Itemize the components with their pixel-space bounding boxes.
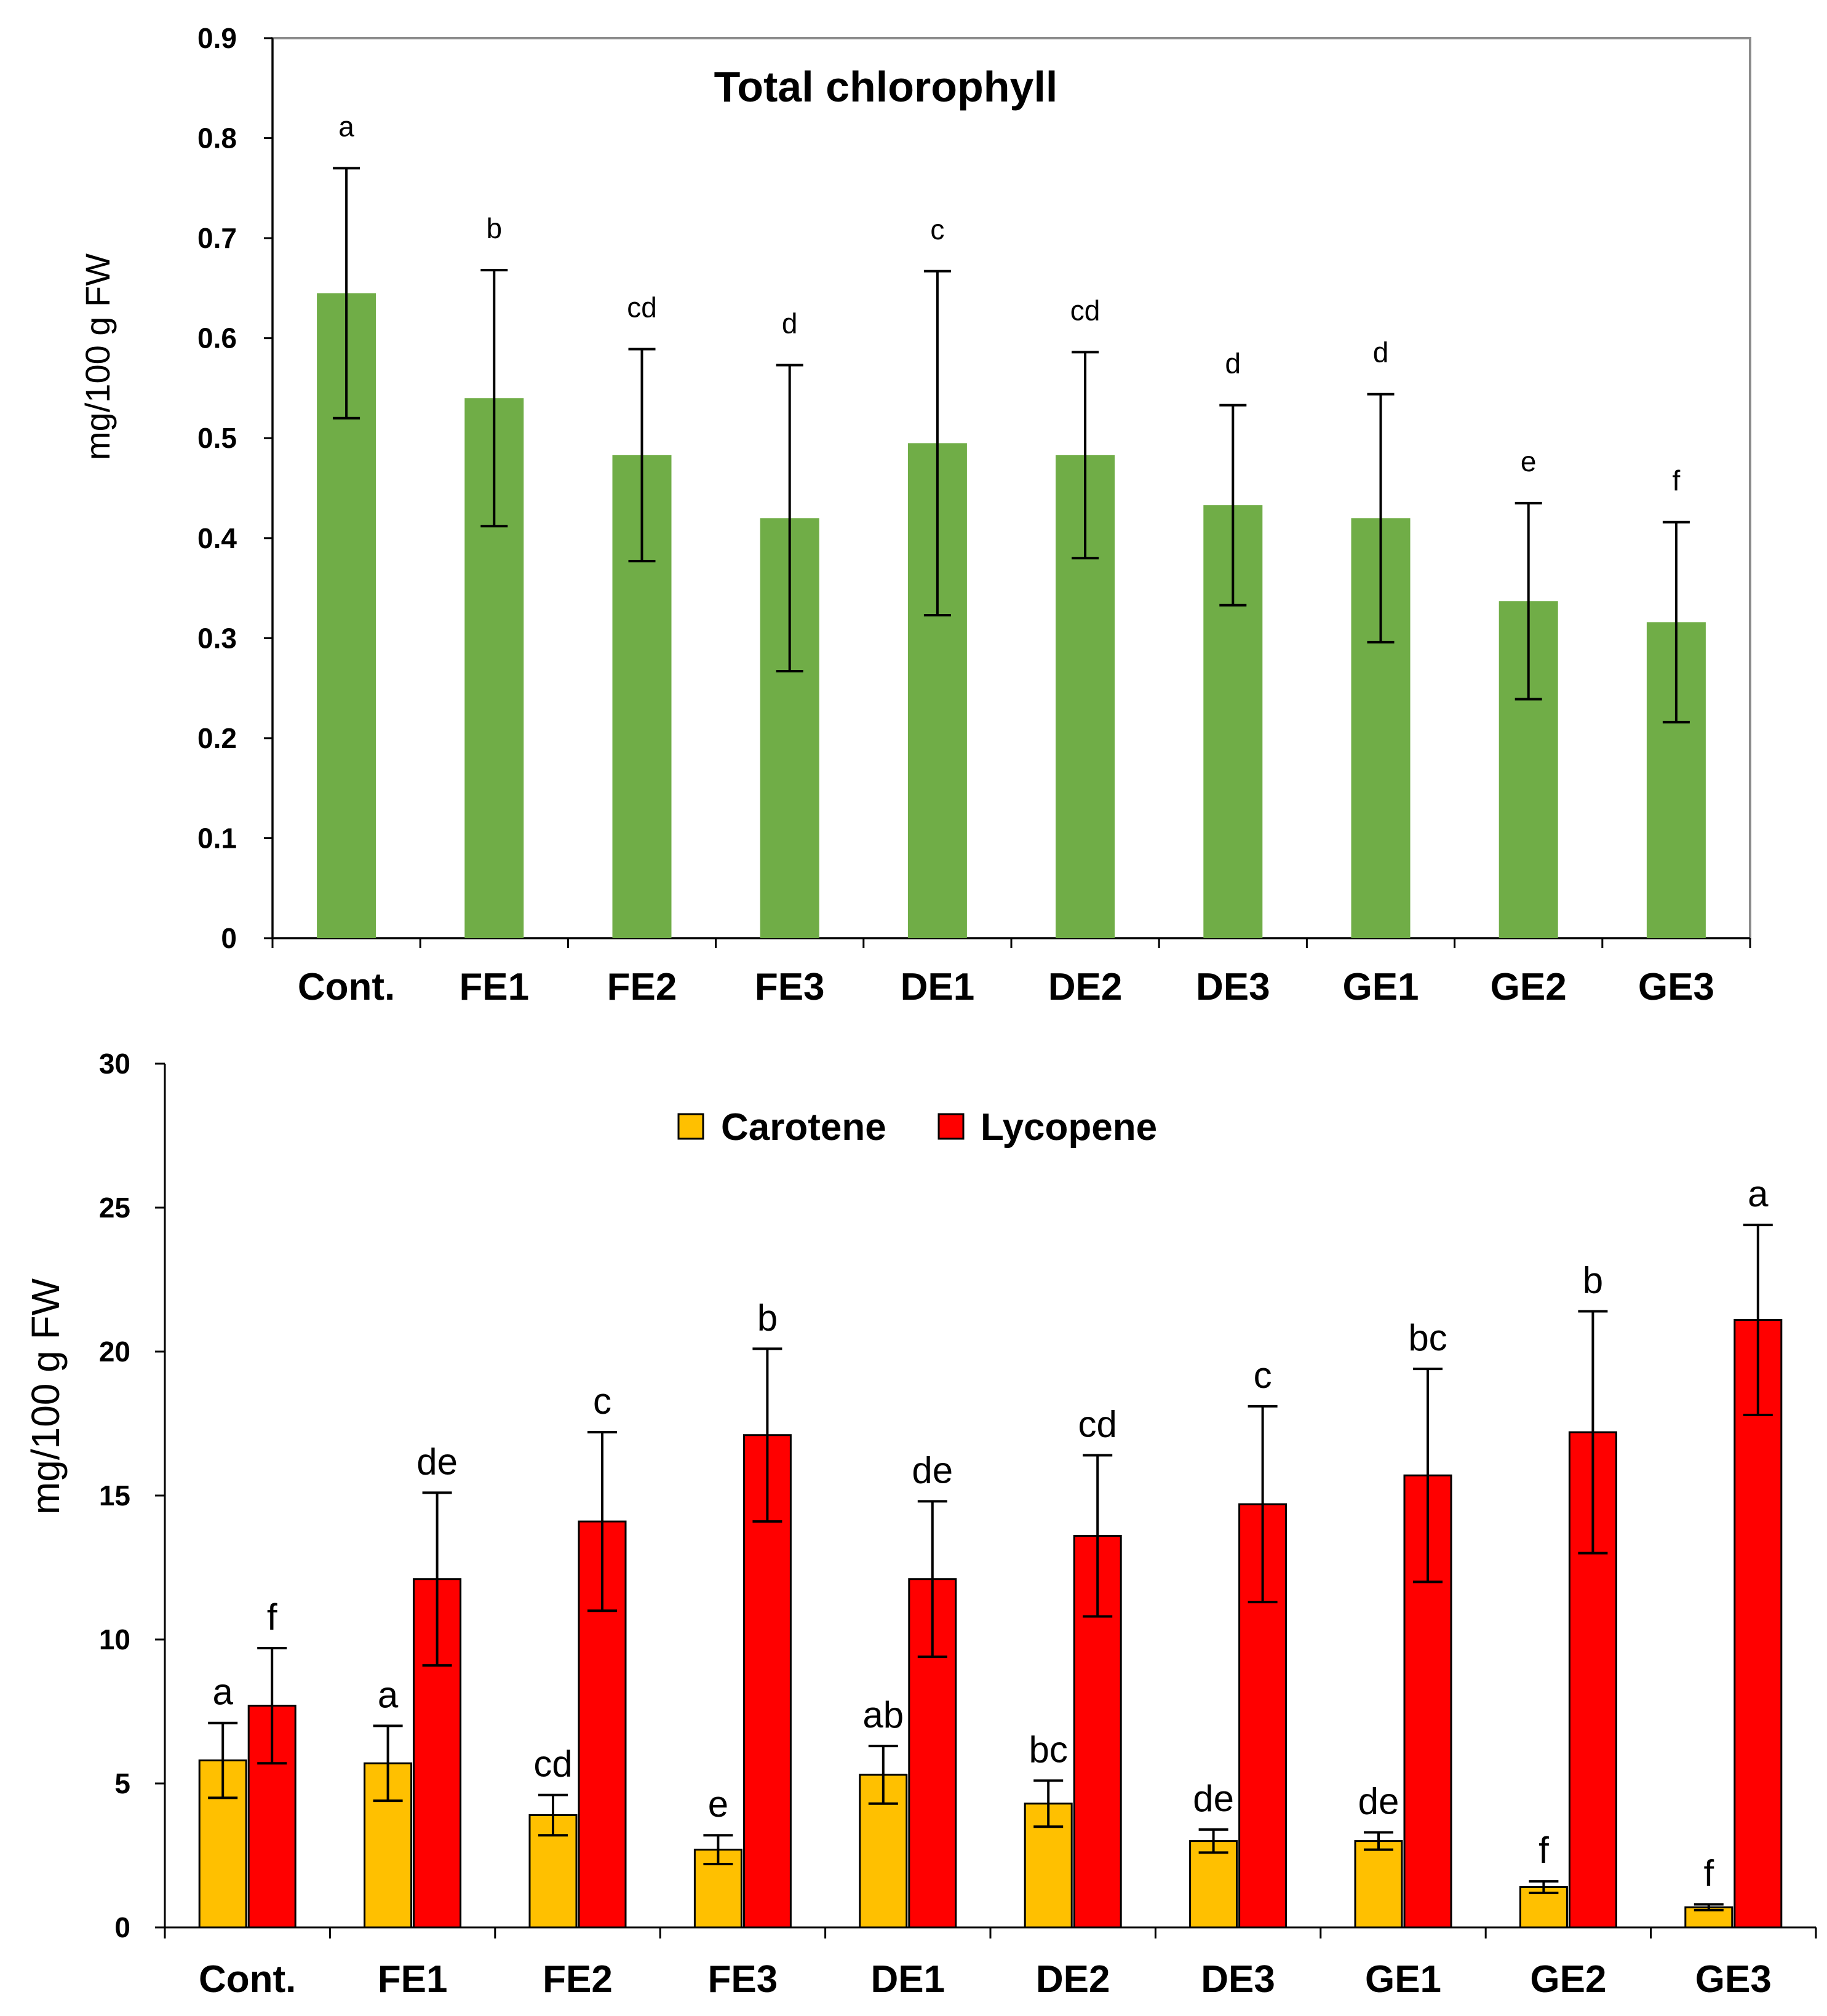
lycopene-significance-letter: f (267, 1596, 277, 1638)
carotene-significance-letter: f (1538, 1830, 1549, 1871)
chart1-y-tick-label: 0 (221, 922, 237, 954)
chart1-y-tick-label: 0.4 (197, 522, 237, 554)
legend-label-carotene: Carotene (721, 1106, 886, 1149)
chart1-y-tick-label: 0.9 (197, 22, 237, 54)
chart1-y-tick-label: 0.2 (197, 722, 237, 754)
chart1-y-tick-label: 0.6 (197, 322, 237, 354)
lycopene-bar (1733, 1319, 1783, 1929)
carotene-significance-letter: a (378, 1674, 399, 1715)
lycopene-significance-letter: b (757, 1297, 778, 1338)
carotene-significance-letter: cd (533, 1743, 572, 1785)
chart2-x-tick-label: FE2 (543, 1958, 613, 2001)
chart2-x-tick-label: DE2 (1036, 1958, 1110, 2001)
chart1-y-tick-label: 0.7 (197, 222, 237, 254)
carotene-significance-letter: bc (1029, 1729, 1068, 1770)
chart1-significance-letter: b (487, 212, 503, 244)
chart2-x-tick-label: Cont. (199, 1958, 296, 2001)
legend-label-lycopene: Lycopene (981, 1106, 1157, 1149)
carotene-significance-letter: de (1193, 1778, 1234, 1819)
carotene-significance-letter: ab (862, 1694, 904, 1735)
lycopene-significance-letter: c (1254, 1355, 1272, 1396)
chart2-x-tick-label: FE3 (708, 1958, 778, 2001)
chart1-significance-letter: a (338, 110, 354, 142)
chart2-legend: Carotene Lycopene (677, 1106, 1157, 1149)
lycopene-significance-letter: de (912, 1449, 953, 1491)
legend-swatch-carotene (677, 1113, 704, 1140)
chart1-axes: 0 0.1 0.2 0.3 0.4 0.5 0.6 0.7 0.8 0.9 Cont. FE1 FE2 F… (197, 22, 1751, 1008)
chart1-x-tick-label: Cont. (298, 966, 395, 1008)
chart1-significance-letter: c (930, 213, 944, 245)
chart2-y-tick-label: 10 (99, 1624, 130, 1655)
chart2-y-tick-label: 0 (114, 1911, 130, 1943)
chart2-x-tick-label: GE1 (1365, 1958, 1441, 2001)
chart1-significance-letter: d (1225, 348, 1241, 380)
chart1-significance-letter: e (1521, 445, 1537, 477)
chart1-x-tick-label: GE1 (1342, 966, 1419, 1008)
lycopene-significance-letter: b (1583, 1259, 1603, 1301)
chart1-y-tick-label: 0.3 (197, 622, 237, 654)
lycopene-significance-letter: de (416, 1441, 458, 1482)
chart2-x-tick-label: DE1 (870, 1958, 945, 2001)
chart1-y-axis-label: mg/100 g FW (78, 253, 117, 460)
chart2-axes: 0 5 10 15 20 25 30 Cont. FE1 FE2 FE3 DE1 DE2 DE3 GE1 GE… (99, 1048, 1817, 2001)
carotene-significance-letter: a (213, 1671, 234, 1713)
chart2-x-tick-label: FE1 (378, 1958, 448, 2001)
chart1-bars: a b cd d c cd d d e f (317, 110, 1706, 939)
chart2-x-tick-label: DE3 (1201, 1958, 1275, 2001)
chart2-y-tick-label: 30 (99, 1048, 130, 1080)
chart2-y-tick-label: 25 (99, 1192, 130, 1224)
carotene-significance-letter: e (708, 1783, 728, 1825)
chart1-significance-letter: d (1373, 337, 1389, 369)
chart1-x-tick-label: DE1 (901, 966, 975, 1008)
chart2-y-tick-label: 15 (99, 1480, 130, 1512)
chart1-x-tick-label: DE2 (1048, 966, 1123, 1008)
chart-total-chlorophyll: Total chlorophyll mg/100 g FW 0 0.1 0.2 0.3… (78, 22, 1751, 1008)
chart2-x-tick-label: GE2 (1530, 1958, 1606, 2001)
chart1-x-tick-label: GE2 (1491, 966, 1567, 1008)
chart1-x-tick-label: FE1 (459, 966, 529, 1008)
chart2-y-axis-label: mg/100 g FW (23, 1278, 68, 1515)
chart1-x-tick-label: GE3 (1638, 966, 1714, 1008)
carotene-bar (1189, 1840, 1238, 1929)
chart1-significance-letter: f (1673, 464, 1681, 496)
chart1-title: Total chlorophyll (714, 63, 1058, 111)
chart1-y-tick-label: 0.8 (197, 122, 237, 154)
lycopene-significance-letter: a (1748, 1173, 1769, 1214)
lycopene-significance-letter: c (593, 1381, 611, 1422)
chart-carotene-lycopene: 0 5 10 15 20 25 30 Cont. FE1 FE2 FE3 DE1 DE2 DE3 GE1 GE… (23, 1048, 1817, 2001)
chart1-significance-letter: d (782, 308, 798, 340)
chart2-y-tick-label: 5 (114, 1767, 130, 1799)
chart1-x-tick-label: FE2 (607, 966, 677, 1008)
carotene-significance-letter: f (1703, 1853, 1714, 1894)
lycopene-significance-letter: bc (1408, 1317, 1447, 1358)
lycopene-significance-letter: cd (1078, 1403, 1117, 1444)
chart1-significance-letter: cd (627, 292, 657, 324)
chart1-y-tick-label: 0.1 (197, 822, 237, 854)
legend-swatch-lycopene (937, 1113, 965, 1140)
chart1-y-tick-label: 0.5 (197, 422, 237, 454)
chart1-x-tick-label: DE3 (1196, 966, 1270, 1008)
chart2-y-tick-label: 20 (99, 1336, 130, 1368)
lycopene-bar (908, 1578, 957, 1929)
chart2-x-tick-label: GE3 (1695, 1958, 1772, 2001)
carotene-bar (1354, 1840, 1403, 1929)
chart1-significance-letter: cd (1070, 294, 1101, 326)
carotene-significance-letter: de (1358, 1781, 1399, 1822)
chart1-x-tick-label: FE3 (755, 966, 825, 1008)
